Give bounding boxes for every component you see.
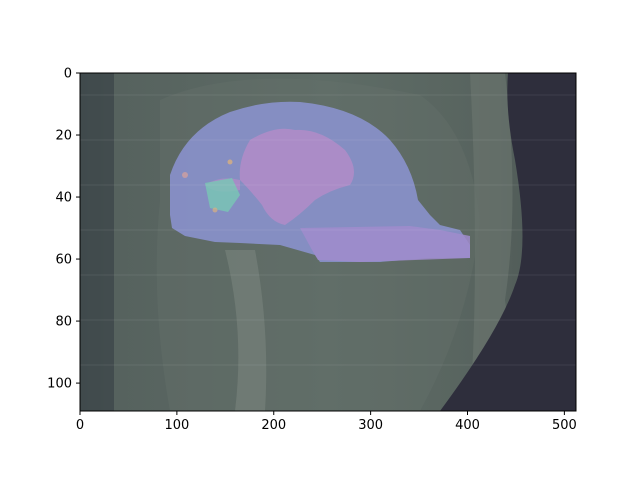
x-tick-label: 400: [455, 418, 480, 433]
y-tick-label: 20: [55, 129, 72, 144]
y-axis-ticks: 0 20 40 60 80 100: [47, 67, 80, 392]
lesion-highlight: [205, 178, 240, 212]
y-tick-label: 40: [55, 191, 72, 206]
y-tick-label: 100: [47, 377, 72, 392]
x-tick-label: 100: [164, 418, 189, 433]
y-tick-label: 80: [55, 315, 72, 330]
mri-image: [80, 73, 576, 411]
x-axis-ticks: 0 100 200 300 400 500: [76, 411, 577, 433]
y-tick-label: 0: [64, 67, 72, 82]
x-tick-label: 200: [261, 418, 286, 433]
x-tick-label: 0: [76, 418, 84, 433]
x-tick-label: 500: [552, 418, 577, 433]
x-tick-label: 300: [358, 418, 383, 433]
y-tick-label: 60: [55, 253, 72, 268]
axes-frame: [79, 72, 577, 412]
